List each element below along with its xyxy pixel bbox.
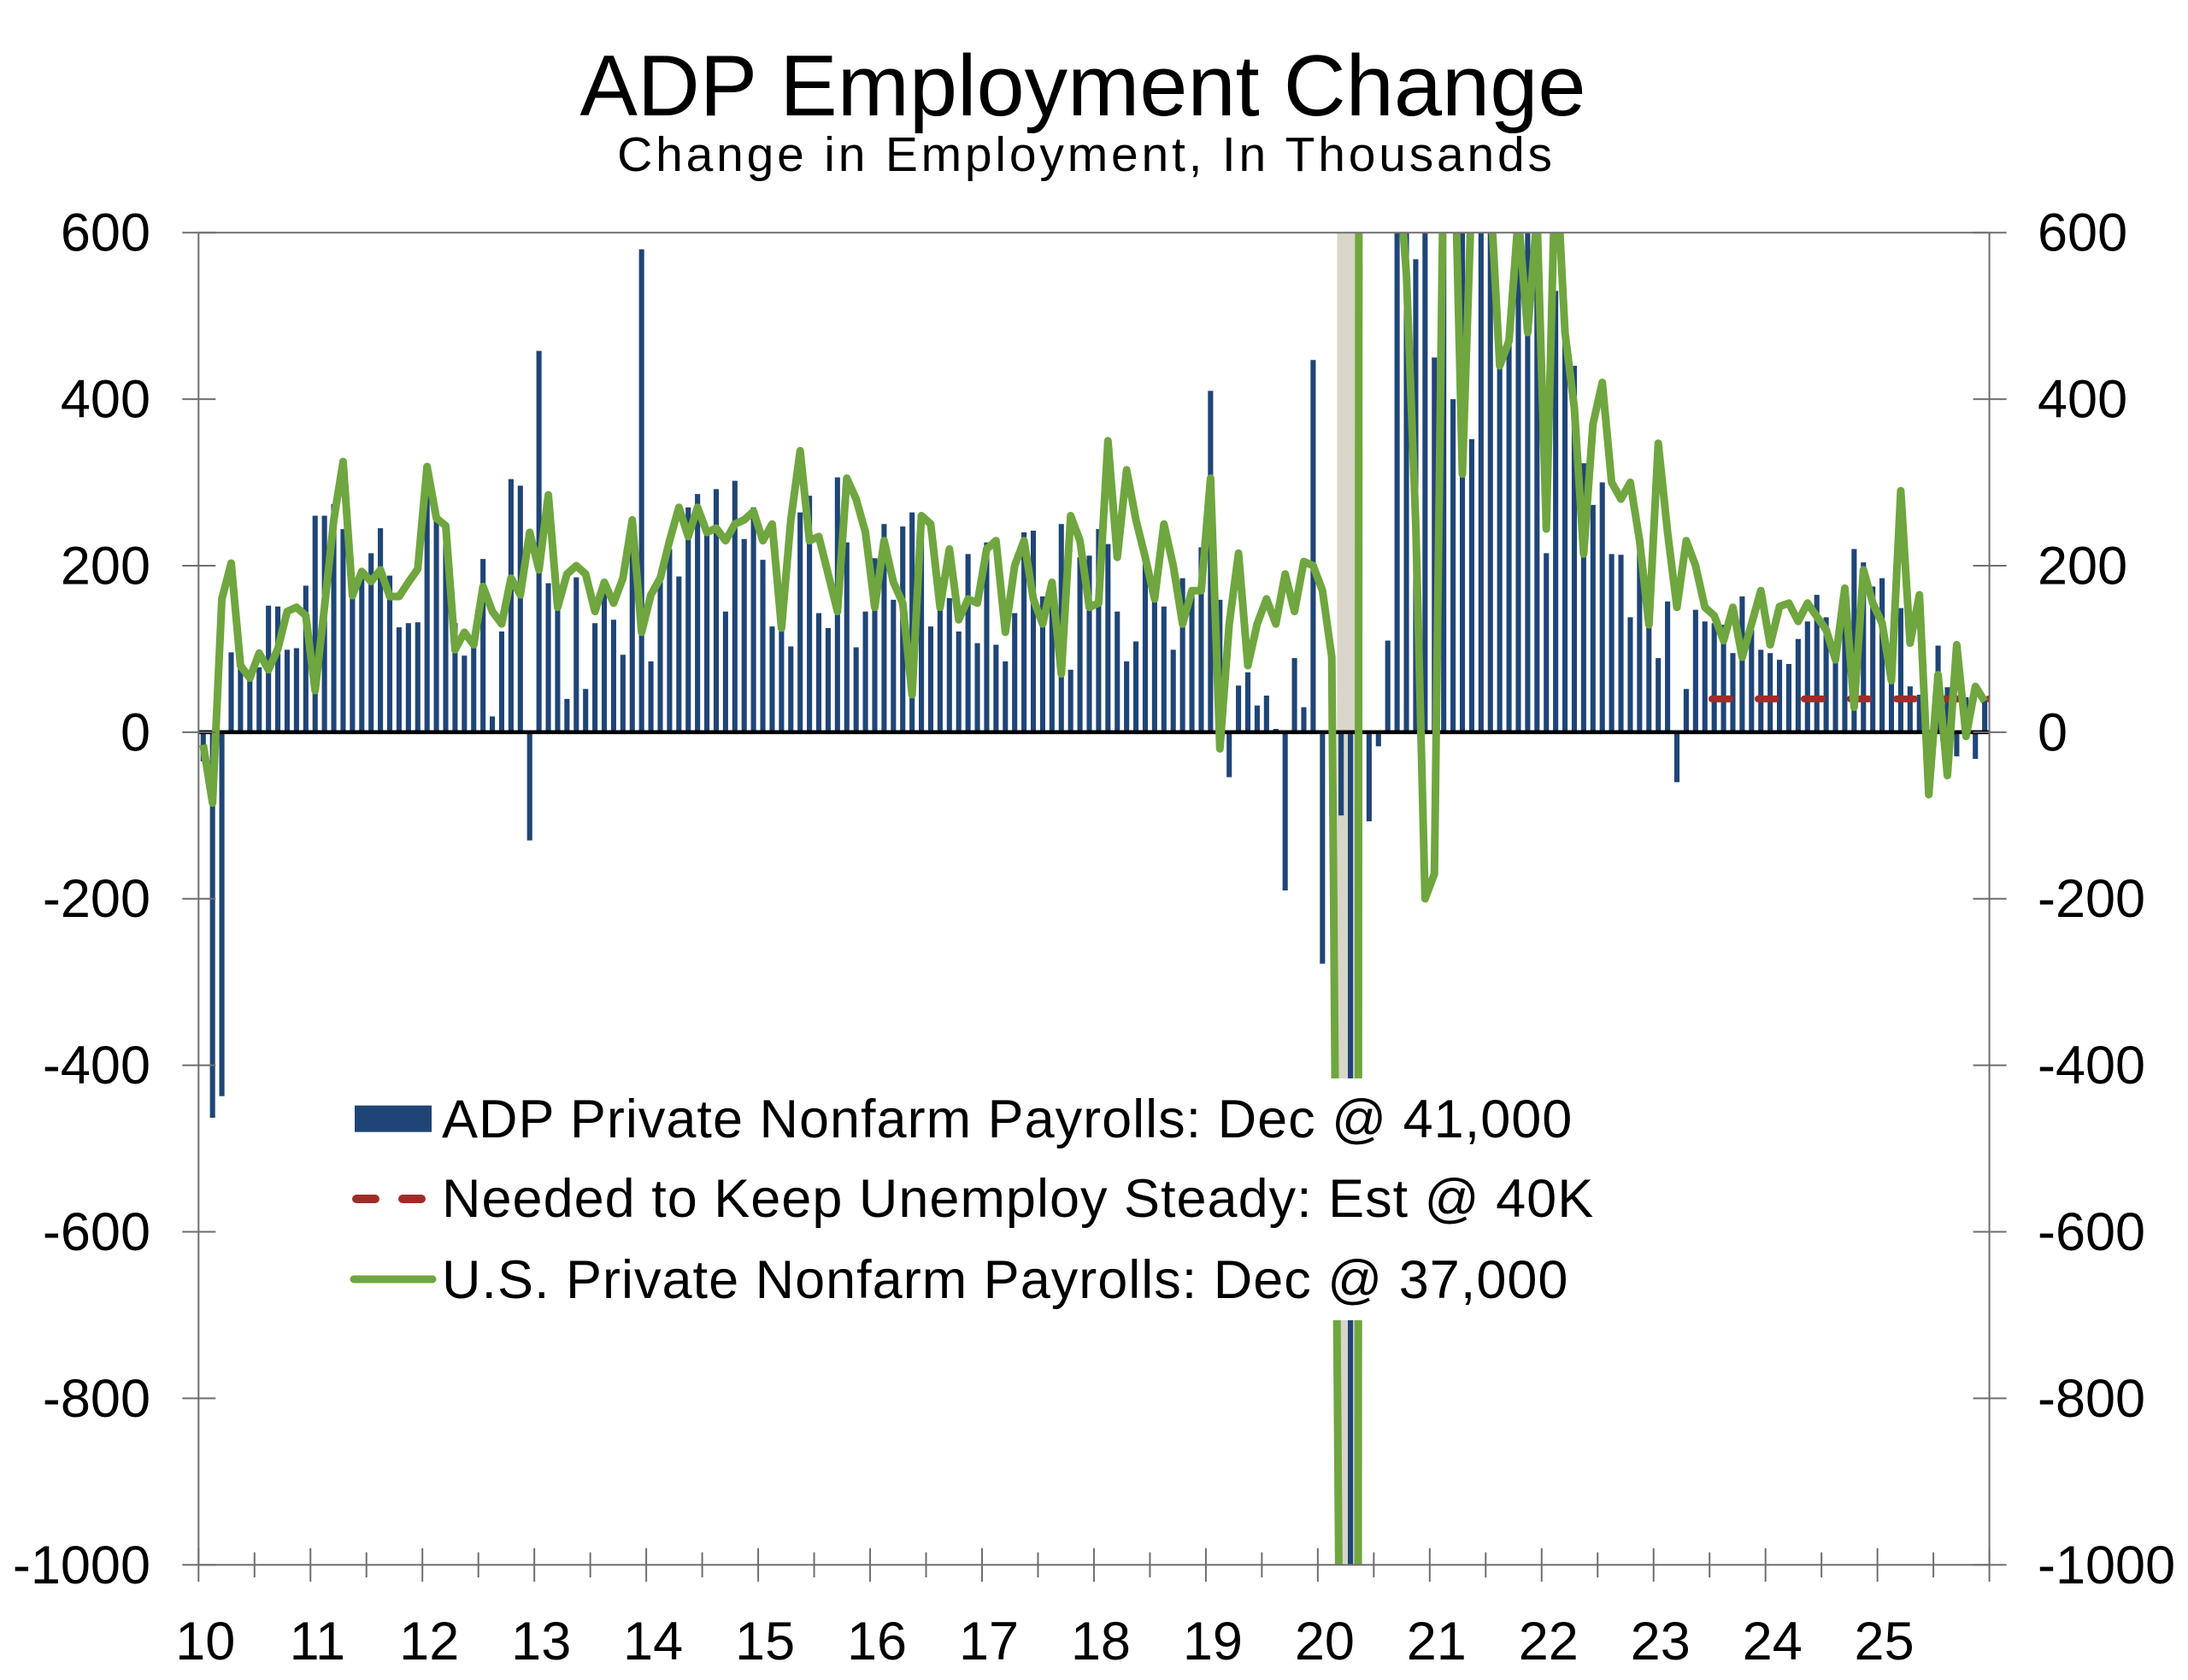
svg-text:18: 18 (1071, 1612, 1131, 1671)
svg-text:0: 0 (121, 702, 150, 762)
svg-text:200: 200 (61, 537, 150, 596)
svg-text:600: 600 (61, 203, 150, 263)
svg-text:Change in Employment, In Thous: Change in Employment, In Thousands (617, 127, 1556, 182)
svg-text:-400: -400 (43, 1036, 150, 1096)
svg-text:-200: -200 (43, 869, 150, 929)
svg-text:0: 0 (2038, 702, 2067, 762)
svg-text:-1000: -1000 (13, 1536, 150, 1595)
svg-text:-1000: -1000 (2038, 1536, 2175, 1595)
svg-text:600: 600 (2038, 203, 2127, 263)
svg-text:17: 17 (959, 1612, 1019, 1671)
svg-text:ADP Employment Change: ADP Employment Change (579, 38, 1585, 134)
svg-text:14: 14 (623, 1612, 683, 1671)
svg-text:Needed to Keep Unemploy Steady: Needed to Keep Unemploy Steady: Est @ 40… (442, 1169, 1594, 1229)
svg-text:13: 13 (511, 1612, 571, 1671)
svg-text:25: 25 (1855, 1612, 1914, 1671)
svg-text:19: 19 (1183, 1612, 1243, 1671)
svg-text:12: 12 (399, 1612, 459, 1671)
svg-text:10: 10 (175, 1612, 235, 1671)
svg-text:11: 11 (290, 1612, 345, 1671)
svg-text:16: 16 (847, 1612, 907, 1671)
svg-text:-600: -600 (43, 1202, 150, 1262)
svg-text:-600: -600 (2038, 1202, 2145, 1262)
svg-text:200: 200 (2038, 537, 2127, 596)
svg-text:U.S. Private Nonfarm Payrolls:: U.S. Private Nonfarm Payrolls: Dec @ 37,… (442, 1250, 1568, 1310)
svg-text:15: 15 (735, 1612, 795, 1671)
svg-text:23: 23 (1631, 1612, 1691, 1671)
svg-text:400: 400 (61, 370, 150, 430)
svg-text:-800: -800 (2038, 1369, 2145, 1429)
svg-text:21: 21 (1407, 1612, 1467, 1671)
svg-text:-800: -800 (43, 1369, 150, 1429)
svg-text:24: 24 (1743, 1612, 1803, 1671)
svg-text:-400: -400 (2038, 1036, 2145, 1096)
svg-text:400: 400 (2038, 370, 2127, 430)
svg-text:ADP Private Nonfarm Payrolls:: ADP Private Nonfarm Payrolls: Dec @ 41,0… (442, 1090, 1573, 1149)
svg-text:20: 20 (1295, 1612, 1355, 1671)
svg-text:-200: -200 (2038, 869, 2145, 929)
svg-text:22: 22 (1519, 1612, 1579, 1671)
